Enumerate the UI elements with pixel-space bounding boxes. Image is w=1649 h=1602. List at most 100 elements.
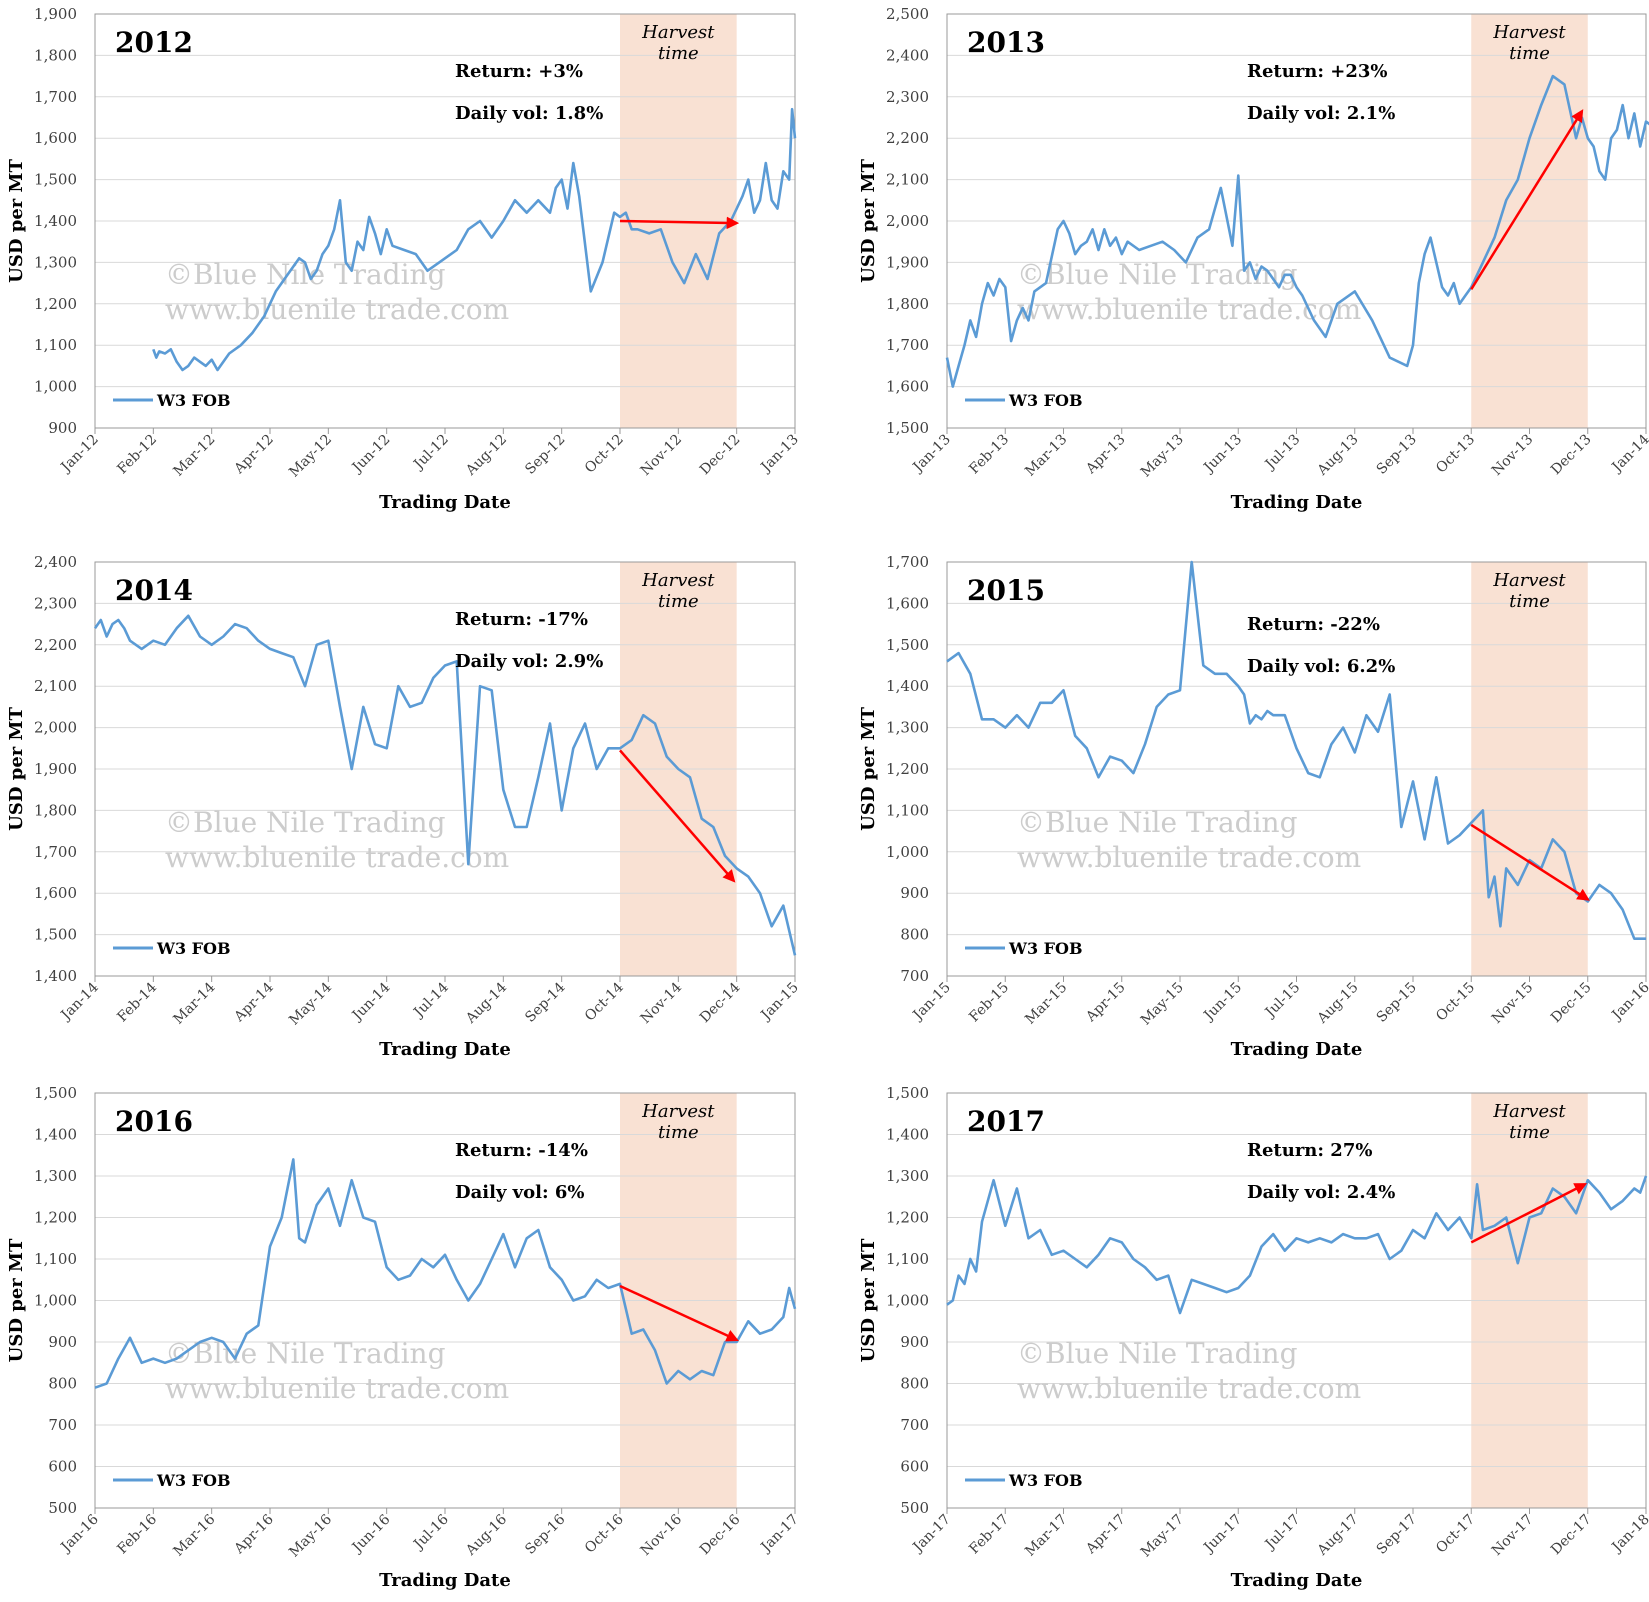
watermark-line-1: ©Blue Nile Trading [1017, 1337, 1298, 1370]
harvest-arrow [619, 1284, 739, 1342]
x-tick-label: Feb-12 [114, 432, 160, 478]
chart-title: 2014 [115, 574, 193, 607]
x-tick-label: Jan-15 [757, 980, 802, 1025]
watermark-line-1: ©Blue Nile Trading [1017, 806, 1298, 839]
y-tick-label: 700 [48, 1416, 77, 1434]
x-tick-label: Dec-13 [1548, 432, 1595, 479]
x-tick-label: Jul-12 [410, 432, 452, 474]
chart-panel-2016: 500 600 700 800 900 1,000 1,100 1,200 1,300 1,400… [6, 1084, 802, 1591]
x-tick-label: Dec-14 [697, 979, 744, 1026]
y-tick-label: 1,100 [886, 801, 929, 819]
harvest-arrow [619, 749, 736, 883]
x-tick-label: Apr-15 [1082, 980, 1128, 1026]
return-text: Return: +23% [1247, 61, 1388, 82]
y-tick-label: 600 [900, 1458, 929, 1476]
harvest-label-line-2: time [1509, 43, 1550, 64]
x-tick-label: Oct-14 [582, 979, 627, 1024]
x-tick-label: Apr-16 [231, 1511, 277, 1557]
y-tick-label: 1,500 [34, 926, 77, 944]
legend-label: W3 FOB [156, 1471, 231, 1490]
y-tick-label: 800 [48, 1375, 77, 1393]
y-tick-label: 1,500 [886, 419, 929, 437]
x-tick-label: Nov-14 [638, 979, 686, 1027]
harvest-label-line-1: Harvest [641, 22, 715, 43]
x-tick-label: Oct-13 [1433, 432, 1478, 477]
y-tick-label: 1,400 [34, 212, 77, 230]
x-tick-label: Jan-16 [1608, 979, 1649, 1024]
x-tick-label: Jul-13 [1261, 432, 1303, 474]
y-tick-label: 1,000 [886, 843, 929, 861]
y-tick-label: 1,500 [34, 1084, 77, 1102]
chart-title: 2015 [967, 574, 1045, 607]
x-tick-label: Mar-17 [1022, 1512, 1070, 1560]
chart-panel-2013: 1,500 1,600 1,700 1,800 1,900 2,000 2,100 2,200… [858, 5, 1649, 513]
y-tick-label: 1,600 [886, 378, 929, 396]
y-tick-label: 900 [900, 1333, 929, 1351]
y-tick-label: 1,300 [34, 253, 77, 271]
x-tick-label: May-15 [1138, 980, 1187, 1029]
x-tick-label: Jul-15 [1261, 980, 1303, 1022]
y-tick-label: 500 [900, 1499, 929, 1517]
y-tick-label: 1,200 [886, 1209, 929, 1227]
y-tick-label: 1,100 [34, 1250, 77, 1268]
y-axis-title: USD per MT [858, 159, 879, 283]
legend-label: W3 FOB [1008, 939, 1083, 958]
y-tick-label: 1,200 [34, 295, 77, 313]
y-tick-label: 900 [900, 884, 929, 902]
x-tick-label: Jan-18 [1608, 1512, 1649, 1557]
x-tick-label: Jun-15 [1200, 980, 1245, 1025]
y-tick-label: 800 [900, 1375, 929, 1393]
x-tick-label: Aug-17 [1314, 1512, 1362, 1560]
chart-title: 2012 [115, 26, 193, 59]
series-line-w3-fob [945, 74, 1649, 388]
harvest-label-line-1: Harvest [1492, 570, 1566, 591]
y-tick-label: 1,400 [886, 1126, 929, 1144]
x-tick-label: Jan-14 [57, 979, 102, 1024]
y-tick-label: 2,400 [34, 553, 77, 571]
x-tick-label: Mar-15 [1022, 980, 1070, 1028]
x-tick-label: Oct-12 [582, 432, 627, 477]
y-tick-label: 1,800 [34, 801, 77, 819]
y-axis-title: USD per MT [858, 707, 879, 831]
harvest-label-line-1: Harvest [641, 570, 715, 591]
x-tick-label: Nov-12 [638, 432, 685, 479]
x-tick-label: Jun-14 [348, 979, 393, 1024]
x-axis-title: Trading Date [379, 1039, 511, 1060]
x-tick-label: Dec-16 [697, 1511, 744, 1558]
series-line-w3-fob [946, 560, 1646, 940]
x-tick-label: Nov-15 [1489, 980, 1536, 1027]
y-tick-label: 2,100 [886, 171, 929, 189]
chart-panel-2015: 700 800 900 1,000 1,100 1,200 1,300 1,400 1,500 1… [858, 553, 1649, 1060]
harvest-label-line-2: time [1509, 1122, 1550, 1143]
y-tick-label: 1,800 [34, 46, 77, 64]
legend-label: W3 FOB [156, 939, 231, 958]
y-tick-label: 2,000 [886, 212, 929, 230]
chart-title: 2017 [967, 1105, 1045, 1138]
y-tick-label: 1,400 [886, 677, 929, 695]
x-tick-label: Jan-14 [1608, 431, 1649, 476]
watermark-line-2: www.bluenile trade.com [165, 841, 509, 874]
y-axis-title: USD per MT [858, 1238, 879, 1362]
y-tick-label: 1,000 [34, 378, 77, 396]
x-tick-label: Jan-13 [757, 432, 802, 477]
x-tick-label: Dec-17 [1548, 1512, 1595, 1559]
x-tick-label: Mar-14 [170, 979, 218, 1027]
x-tick-label: May-17 [1138, 1512, 1187, 1561]
return-text: Return: -14% [455, 1140, 588, 1161]
x-tick-label: Jul-17 [1261, 1512, 1303, 1554]
x-tick-label: Aug-12 [462, 432, 510, 480]
x-tick-label: Jan-16 [57, 1511, 102, 1556]
y-axis-title: USD per MT [6, 707, 27, 831]
y-tick-label: 1,600 [34, 129, 77, 147]
x-tick-label: Aug-16 [462, 1511, 510, 1559]
x-tick-label: Oct-16 [582, 1511, 627, 1556]
legend-label: W3 FOB [156, 391, 231, 410]
harvest-label-line-1: Harvest [1492, 22, 1566, 43]
x-tick-label: Feb-15 [966, 980, 1012, 1026]
x-tick-label: Jun-16 [348, 1511, 393, 1556]
daily-vol-text: Daily vol: 6.2% [1247, 656, 1395, 677]
y-axis-title: USD per MT [6, 1238, 27, 1362]
x-tick-label: Mar-13 [1022, 432, 1070, 480]
chart-title: 2013 [967, 26, 1045, 59]
